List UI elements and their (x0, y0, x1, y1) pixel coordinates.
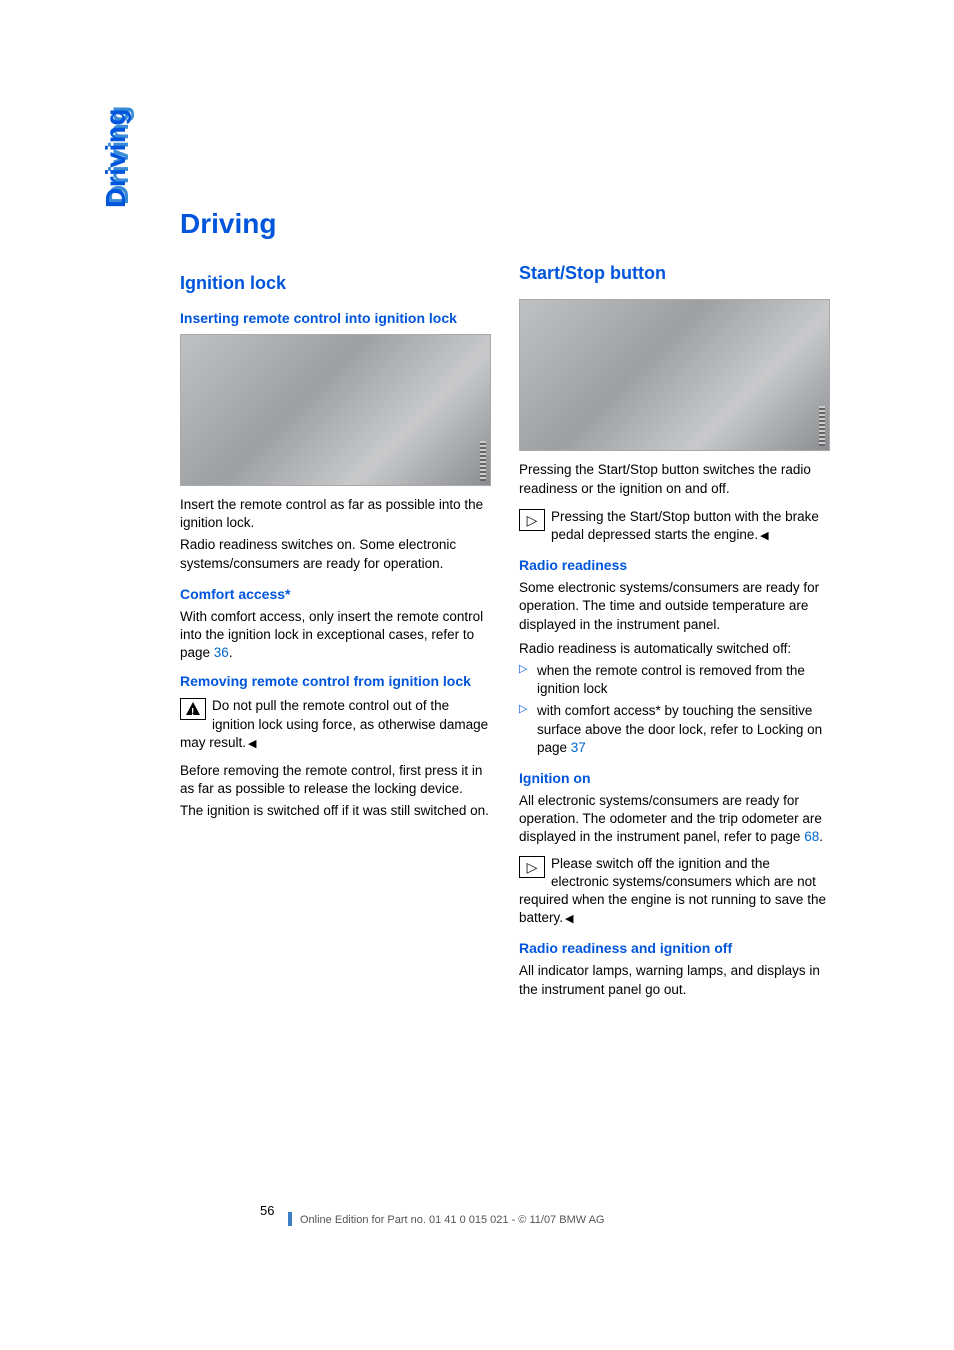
note-block-1: Pressing the Start/Stop button with the … (519, 508, 830, 544)
h3-inserting: Inserting remote control into ignition l… (180, 309, 491, 328)
body-text: Some electronic systems/consumers are re… (519, 579, 830, 634)
body-text: Radio readiness switches on. Some electr… (180, 536, 491, 572)
page-title: Driving (180, 205, 491, 243)
body-text: Please switch off the ignition and the e… (519, 856, 826, 926)
para-comfort: With comfort access, only insert the rem… (180, 608, 491, 663)
page-number: 56 (260, 1202, 274, 1220)
body-text: Pressing the Start/Stop button with the … (551, 509, 819, 542)
h4-ignition-on: Ignition on (519, 769, 830, 788)
body-text: Radio readiness is automatically switche… (519, 640, 830, 658)
h2-start-stop: Start/Stop button (519, 261, 830, 285)
body-text: Pressing the Start/Stop button switches … (519, 461, 830, 497)
note-block-2: Please switch off the ignition and the e… (519, 855, 830, 928)
h4-radio-readiness: Radio readiness (519, 556, 830, 575)
page-link-68[interactable]: 68 (804, 829, 819, 844)
body-text: The ignition is switched off if it was s… (180, 802, 491, 820)
note-icon (519, 856, 545, 878)
footer-text: Online Edition for Part no. 01 41 0 015 … (300, 1213, 604, 1228)
h2-ignition-lock: Ignition lock (180, 271, 491, 295)
right-column: Start/Stop button Pressing the Start/Sto… (519, 261, 830, 1003)
illustration-ignition-insert (180, 334, 491, 486)
page-link-36[interactable]: 36 (214, 645, 229, 660)
body-text: Before removing the remote control, firs… (180, 762, 491, 798)
h4-radio-off: Radio readiness and ignition off (519, 939, 830, 958)
para-removing: Before removing the remote control, firs… (180, 762, 491, 821)
body-text: Do not pull the remote control out of th… (180, 698, 488, 749)
list-item: when the remote control is removed from … (519, 662, 830, 698)
para-intro: Pressing the Start/Stop button switches … (519, 461, 830, 497)
side-tab-front: Driving (97, 108, 135, 208)
h3-removing: Removing remote control from ignition lo… (180, 672, 491, 691)
footer-divider (288, 1212, 292, 1226)
illustration-start-stop (519, 299, 830, 451)
h4-comfort-access: Comfort access* (180, 585, 491, 604)
body-text: All electronic systems/consumers are rea… (519, 792, 830, 847)
left-column: Driving Ignition lock Inserting remote c… (180, 205, 491, 1003)
note-icon (519, 509, 545, 531)
body-text: Insert the remote control as far as poss… (180, 496, 491, 532)
content-area: Driving Ignition lock Inserting remote c… (180, 205, 830, 1003)
list-item: with comfort access* by touching the sen… (519, 702, 830, 757)
warning-block: Do not pull the remote control out of th… (180, 697, 491, 752)
body-text: With comfort access, only insert the rem… (180, 608, 491, 663)
warning-icon (180, 698, 206, 720)
para-insert: Insert the remote control as far as poss… (180, 496, 491, 573)
body-text: All indicator lamps, warning lamps, and … (519, 962, 830, 998)
page-link-37[interactable]: 37 (571, 740, 586, 755)
bullet-list: when the remote control is removed from … (519, 662, 830, 757)
